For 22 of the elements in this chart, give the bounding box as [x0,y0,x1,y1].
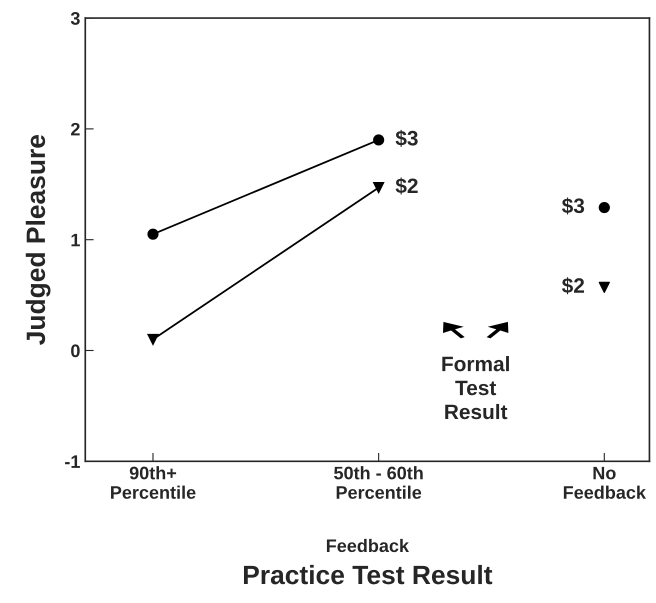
series-label: $2 [396,178,418,195]
point [147,334,159,345]
annotation: Formal Test Result [442,356,509,420]
x-tick-label: No Feedback [564,466,646,499]
y-tick-label: -1 [65,455,80,468]
x-tick-label: 90th+ Percentile [111,466,196,499]
y-tick-label: 3 [70,12,80,25]
series-label: $3 [562,197,584,214]
series-label: $2 [562,277,584,294]
x-tick-label: 50th - 60th Percentile [334,466,423,499]
point [373,134,384,146]
point [373,182,384,194]
point [598,282,610,293]
y-tick-label: 0 [71,344,80,358]
series-label: $3 [396,130,418,147]
text: Feedback [326,538,410,552]
point [598,202,610,214]
point [147,228,159,240]
x-axis-title: Practice Test Result [244,564,492,584]
y-tick-label: 1 [72,234,80,246]
y-axis-title: Judged Pleasure [26,134,50,345]
y-tick-label: 2 [71,122,80,136]
